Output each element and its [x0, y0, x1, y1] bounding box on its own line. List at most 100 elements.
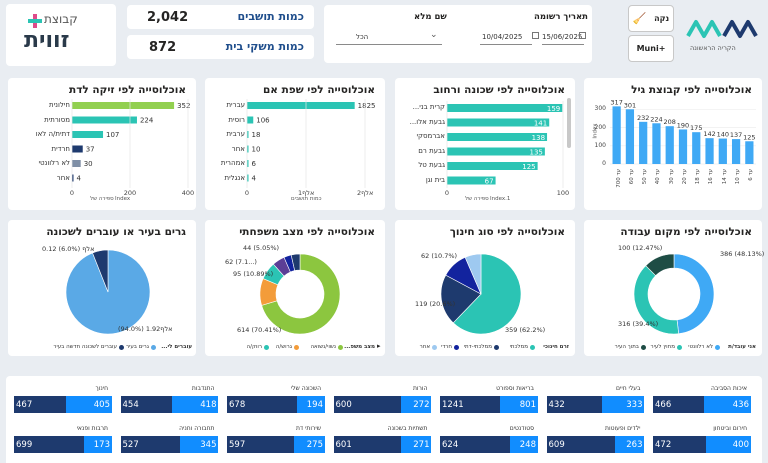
topic-tile[interactable]: תחבורה וחניה 527 345	[120, 424, 219, 454]
topic-tile-value-a: 467	[16, 400, 33, 410]
topic-tile-value-a: 601	[335, 440, 352, 450]
kpi-residents-value: 2,042	[147, 10, 189, 25]
bar-category-label: גבעת אלו...	[409, 117, 445, 126]
axis-tick-label: 200	[594, 123, 606, 131]
topic-tile[interactable]: תרבות ופנאי 699 173	[14, 424, 112, 454]
bar[interactable]	[72, 160, 81, 167]
topic-tile[interactable]: ילדים ופעוטות 609 263	[546, 424, 645, 454]
broom-icon: 🧹	[632, 12, 647, 25]
topic-tile-value-a: 699	[16, 440, 33, 450]
reg-date-to-value: 15/06/2025	[542, 33, 583, 41]
legend-item[interactable]: חרדי	[441, 344, 459, 350]
bar[interactable]	[72, 116, 137, 124]
bar[interactable]	[72, 174, 74, 182]
bar[interactable]	[731, 139, 741, 164]
bar[interactable]	[678, 129, 688, 164]
bar[interactable]	[447, 162, 538, 170]
muni-button-label: Muni+	[636, 44, 666, 53]
bar[interactable]	[247, 160, 249, 167]
legend-item[interactable]: אחר	[420, 344, 437, 350]
legend-item[interactable]: גרים בעיר	[126, 344, 156, 350]
axis-tick-label: עד 30	[668, 169, 675, 185]
topic-tile[interactable]: בעלי חיים 432 333	[546, 384, 645, 414]
pie-slice[interactable]	[440, 274, 482, 324]
topic-tile[interactable]: חינוך 467 405	[14, 384, 112, 414]
topic-tile[interactable]: שירותי דת 597 275	[227, 424, 325, 454]
bar[interactable]	[72, 131, 104, 138]
calendar-icon[interactable]	[532, 32, 539, 39]
bar[interactable]	[447, 133, 548, 141]
pie-slice[interactable]	[261, 253, 341, 335]
legend-item[interactable]: לא רלוונטי	[688, 344, 720, 350]
slice-data-label: 62 (10.7%)	[421, 252, 458, 260]
slice-data-label: 316 (39.4%)	[618, 320, 659, 328]
topic-tile-value-b: 436	[732, 400, 749, 410]
bar[interactable]	[625, 109, 635, 164]
bar[interactable]	[447, 176, 496, 185]
religion-chart: 352 224 107 37 304	[71, 99, 190, 188]
bar[interactable]	[247, 174, 249, 182]
bar[interactable]	[247, 116, 254, 124]
topic-tile[interactable]: חירום וביטחון 472 400	[653, 424, 751, 454]
bar[interactable]	[612, 106, 621, 164]
topic-tile[interactable]: השכונה שלי 678 194	[227, 384, 325, 414]
legend-item[interactable]: עוברים לשכונה חדשה בעיר	[53, 344, 124, 350]
neighborhood-scrollbar[interactable]	[567, 98, 571, 148]
topic-tile[interactable]: איכות הסביבה 466 436	[653, 384, 751, 414]
axis-title: Index	[592, 123, 599, 139]
bar-value-label: 125	[743, 133, 755, 141]
topic-tile[interactable]: הורות 600 272	[333, 384, 432, 414]
topic-tile[interactable]: סטודנטים 624 248	[440, 424, 538, 454]
bar[interactable]	[705, 138, 714, 164]
bar[interactable]	[665, 126, 674, 164]
legend-item[interactable]: מחוץ לעיר	[651, 344, 682, 350]
bar[interactable]	[447, 104, 563, 112]
muni-button[interactable]: Muni+	[628, 35, 674, 62]
bar[interactable]	[718, 138, 727, 164]
axis-tick-label: 0	[444, 189, 450, 197]
bar[interactable]	[447, 147, 545, 156]
legend-title: אני עובד/ת	[728, 344, 756, 350]
bar[interactable]	[247, 102, 355, 109]
legend-next-arrow[interactable]: ▸	[377, 342, 381, 350]
reg-date-to-input[interactable]: 15/06/2025	[542, 29, 584, 45]
pie-slice[interactable]	[452, 253, 522, 335]
topic-tile[interactable]: תשתיות בשכונה 601 271	[333, 424, 432, 454]
full-name-dropdown[interactable]: הכל ⌄	[336, 29, 442, 45]
legend-item[interactable]: גרוש/ה	[276, 344, 299, 350]
bar[interactable]	[745, 141, 754, 164]
topic-tile-value-a: 466	[655, 400, 672, 410]
bar[interactable]	[692, 132, 701, 164]
calendar-icon[interactable]	[579, 32, 586, 39]
panel-religion: אוכלוסייה לפי זיקה לדת 352 224 107 37 30 4 חי…	[8, 78, 196, 210]
pie-slice[interactable]	[290, 253, 301, 271]
legend-marker	[530, 344, 535, 350]
clean-button[interactable]: 🧹 נקה	[628, 5, 674, 32]
bar[interactable]	[652, 123, 661, 164]
legend-item[interactable]: ממלכתי-דתי	[464, 344, 499, 350]
bar[interactable]	[447, 118, 550, 127]
legend-marker	[454, 344, 459, 350]
bar[interactable]	[247, 145, 249, 153]
pie-slice[interactable]	[673, 253, 715, 335]
topic-tile[interactable]: התנדבות 454 418	[120, 384, 219, 414]
pie-slice[interactable]	[464, 253, 482, 295]
legend-item[interactable]: נשוי/נשואה	[310, 344, 343, 350]
bar[interactable]	[247, 131, 249, 138]
topic-tile-bar-b	[401, 436, 432, 453]
reg-date-from-input[interactable]: 10/04/2025	[480, 29, 532, 45]
pie-slice[interactable]	[645, 253, 675, 277]
topic-tile-label: בריאות וספורט	[496, 385, 534, 392]
topic-tile-value-b: 418	[200, 400, 217, 410]
legend-item[interactable]: רווק/ה	[247, 344, 269, 350]
bar[interactable]	[639, 121, 648, 164]
topic-tile[interactable]: בריאות וספורט 1241 801	[440, 384, 538, 414]
bar-value-label: 106	[256, 117, 270, 125]
bar[interactable]	[72, 145, 83, 153]
pie-slice[interactable]	[92, 249, 109, 293]
bar[interactable]	[72, 102, 175, 109]
panel-age-title: אוכלוסייה לפי קבוצת גיל	[631, 84, 752, 96]
legend-item[interactable]: ממלכתי	[510, 344, 535, 350]
bar-category-label: אחר	[231, 144, 245, 153]
legend-item[interactable]: בתוך העיר	[615, 344, 646, 350]
